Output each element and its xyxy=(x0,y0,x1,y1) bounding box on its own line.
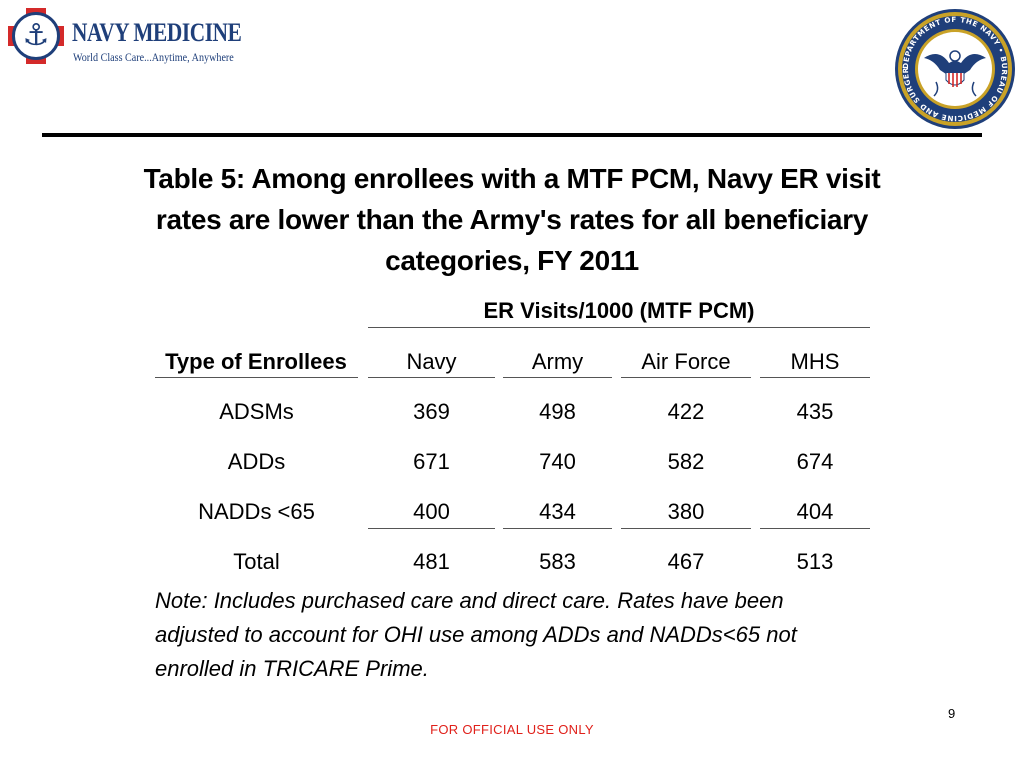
logo-name: NAVY MEDICINE xyxy=(72,18,242,47)
header-underline xyxy=(503,377,612,378)
header-underline xyxy=(155,377,358,378)
table-cell: 422 xyxy=(667,399,705,424)
table-row-label: ADSMs xyxy=(219,399,294,424)
group-header-underline xyxy=(368,327,870,328)
slide-title: Table 5: Among enrollees with a MTF PCM,… xyxy=(143,163,881,276)
group-header: ER Visits/1000 (MTF PCM) xyxy=(483,298,755,323)
table-cell: 400 xyxy=(413,499,450,524)
column-header-navy: Navy xyxy=(406,349,457,374)
table-cell: 671 xyxy=(413,449,450,474)
row-header-label: Type of Enrollees xyxy=(165,349,347,374)
table-note: Note: Includes purchased care and direct… xyxy=(155,588,797,681)
column-header-air-force: Air Force xyxy=(641,349,731,374)
total-underline xyxy=(503,528,612,529)
total-underline xyxy=(760,528,870,529)
table-cell: 380 xyxy=(667,499,705,524)
table-cell: 582 xyxy=(667,449,705,474)
page-number: 9 xyxy=(948,706,956,721)
table-cell: 404 xyxy=(796,499,834,524)
bureau-seal-icon: DEPARTMENT OF THE NAVY • BUREAU OF MEDIC… xyxy=(894,8,1015,129)
header-underline xyxy=(621,377,751,378)
logo-tagline: World Class Care...Anytime, Anywhere xyxy=(73,52,234,64)
table-cell: 369 xyxy=(413,399,450,424)
table-cell: 434 xyxy=(539,499,576,524)
column-header-mhs: MHS xyxy=(790,349,840,374)
header-divider xyxy=(42,133,982,137)
navy-medicine-logo: ⚓ NAVY MEDICINE World Class Care...Anyti… xyxy=(4,4,242,76)
table-cell: 674 xyxy=(796,449,834,474)
footer-classification: FOR OFFICIAL USE ONLY xyxy=(430,722,594,737)
anchor-icon: ⚓ xyxy=(22,18,50,53)
header-underline xyxy=(760,377,870,378)
table-row-label: NADDs <65 xyxy=(198,499,315,524)
logo-ring xyxy=(12,12,60,60)
table-cell: 740 xyxy=(539,449,576,474)
table-cell: 498 xyxy=(539,399,576,424)
table-cell: 467 xyxy=(667,549,705,574)
total-underline xyxy=(368,528,495,529)
total-underline xyxy=(621,528,751,529)
table-row-label: Total xyxy=(233,549,280,574)
table-cell: 583 xyxy=(539,549,576,574)
table-cell: 481 xyxy=(413,549,450,574)
table-cell: 435 xyxy=(796,399,834,424)
header-underline xyxy=(368,377,495,378)
column-header-army: Army xyxy=(531,349,584,374)
table-row-label: ADDs xyxy=(227,449,286,474)
table-cell: 513 xyxy=(796,549,834,574)
